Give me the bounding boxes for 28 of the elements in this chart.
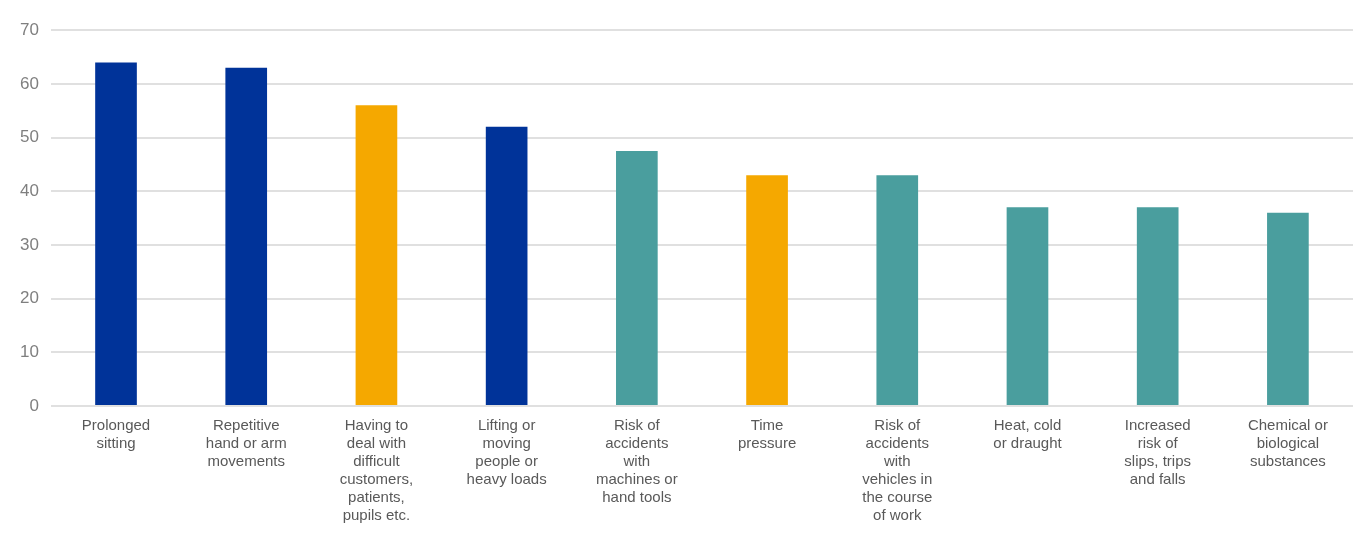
y-tick-label: 70	[19, 19, 39, 39]
x-tick-label: Risk of accidents with vehicles in the course of work	[862, 416, 933, 524]
bar	[1267, 212, 1309, 405]
x-tick-label: Lifting or moving people or heavy loads	[466, 416, 547, 488]
bar	[225, 67, 268, 405]
bar	[1136, 207, 1179, 405]
bar	[876, 175, 919, 405]
y-tick-label: 20	[19, 288, 39, 308]
bar	[616, 150, 658, 405]
y-tick-label: 40	[19, 180, 39, 200]
bar	[355, 105, 398, 405]
x-tick-label: Having to deal with difficult customers, patients, pupils etc.	[339, 416, 414, 524]
y-tick-label: 50	[19, 127, 39, 147]
bar	[95, 62, 137, 405]
x-tick-label: Time pressure	[737, 416, 797, 452]
x-tick-label: Repetitive hand or arm movements	[205, 416, 287, 470]
bar	[1006, 207, 1049, 405]
y-tick-label: 60	[19, 73, 39, 93]
x-tick-label: Prolonged sitting	[81, 416, 151, 452]
x-tick-label: Increased risk of slips, trips and falls	[1124, 416, 1192, 488]
x-tick-label: Heat, cold or draught	[993, 416, 1063, 452]
y-tick-label: 10	[19, 342, 39, 361]
x-tick-label: Risk of accidents with machines or hand tools	[596, 416, 678, 506]
bar	[485, 126, 528, 405]
y-tick-label: 30	[19, 234, 39, 254]
bar	[746, 175, 788, 405]
y-tick-label: 0	[29, 395, 39, 415]
x-tick-label: Chemical or biological substances	[1247, 416, 1328, 470]
